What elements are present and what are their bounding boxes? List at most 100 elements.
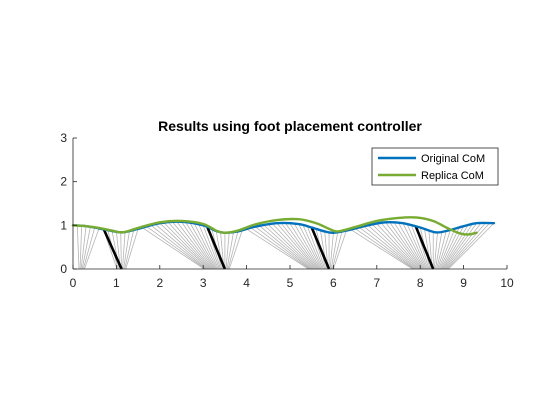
leg-trace	[123, 230, 130, 270]
leg-trace	[443, 222, 477, 270]
legend-box	[371, 147, 499, 186]
leg-trace	[302, 225, 323, 270]
x-tick-label: 1	[113, 276, 120, 290]
leg-trace	[354, 228, 414, 270]
leg-trace	[367, 225, 418, 270]
leg-trace	[376, 223, 420, 270]
leg-trace	[385, 222, 422, 270]
leg-trace	[350, 229, 413, 270]
leg-trace	[359, 227, 416, 270]
stance-leg-4	[414, 226, 435, 270]
leg-trace	[202, 225, 220, 270]
leg-trace	[293, 223, 321, 270]
x-tick-label: 10	[500, 276, 514, 290]
x-tick-label: 6	[330, 276, 337, 290]
leg-trace	[306, 226, 325, 270]
x-tick-label: 2	[156, 276, 163, 290]
x-tick-label: 4	[243, 276, 250, 290]
y-tick-label: 1	[60, 218, 67, 232]
leg-trace	[168, 222, 212, 270]
x-ticks: 0 1 2 3 4 5 6 7 8 9 10	[70, 265, 514, 290]
leg-trace	[281, 223, 318, 270]
leg-trace	[441, 224, 469, 270]
series-line-replica-com	[71, 216, 478, 236]
x-tick-label: 7	[373, 276, 380, 290]
leg-traces	[76, 221, 495, 270]
leg-trace	[434, 231, 443, 270]
leg-trace	[329, 232, 334, 270]
leg-trace	[163, 222, 210, 270]
leg-trace	[398, 222, 425, 270]
leg-trace	[411, 225, 429, 270]
stance-legs	[102, 226, 435, 270]
legend-label-replica-com: Replica CoM	[421, 170, 484, 182]
leg-trace	[285, 223, 319, 270]
leg-trace	[372, 224, 419, 270]
stance-leg-1	[102, 227, 123, 270]
leg-trace	[393, 222, 424, 270]
leg-trace	[84, 228, 100, 270]
leg-trace	[259, 225, 312, 270]
leg-trace	[406, 224, 428, 270]
leg-trace	[380, 222, 421, 270]
leg-trace	[227, 231, 239, 270]
plot-area	[71, 216, 496, 270]
leg-trace	[79, 225, 83, 270]
stance-leg-2	[206, 227, 227, 270]
leg-trace	[155, 223, 208, 270]
leg-trace	[289, 223, 320, 270]
leg-trace	[445, 222, 486, 270]
leg-trace	[389, 222, 423, 270]
leg-trace	[276, 222, 317, 270]
leg-trace	[198, 224, 219, 270]
leg-trace	[448, 222, 495, 270]
leg-trace	[120, 232, 122, 270]
leg-trace	[255, 226, 311, 270]
y-tick-label: 2	[60, 175, 67, 189]
leg-trace	[246, 228, 309, 270]
leg-trace	[146, 226, 206, 270]
leg-trace	[402, 222, 426, 270]
leg-trace	[181, 221, 215, 270]
leg-trace	[159, 222, 209, 270]
leg-trace	[363, 226, 417, 270]
chart-title: Results using foot placement controller	[158, 118, 422, 134]
legend-label-original-com: Original CoM	[421, 153, 485, 165]
leg-trace	[437, 229, 451, 270]
leg-trace	[82, 227, 96, 270]
leg-trace	[80, 226, 87, 270]
leg-trace	[438, 228, 456, 270]
leg-trace	[122, 231, 126, 270]
leg-trace	[433, 232, 438, 270]
leg-trace	[330, 231, 339, 270]
leg-trace	[268, 224, 315, 270]
y-ticks: 0 1 2 3	[60, 131, 77, 276]
legend: Original CoM Replica CoM	[371, 147, 499, 186]
leg-trace	[250, 227, 310, 270]
leg-trace	[439, 227, 460, 270]
leg-trace	[125, 228, 139, 270]
x-tick-label: 5	[287, 276, 294, 290]
x-tick-label: 9	[460, 276, 467, 290]
y-tick-label: 0	[60, 262, 67, 276]
leg-trace	[442, 223, 473, 270]
leg-trace	[444, 222, 482, 270]
leg-trace	[176, 221, 214, 270]
leg-trace	[194, 223, 218, 270]
stance-leg-3	[310, 227, 331, 270]
leg-trace	[81, 226, 91, 270]
leg-trace	[142, 227, 205, 270]
x-tick-label: 0	[70, 276, 77, 290]
leg-trace	[150, 225, 207, 270]
leg-trace	[436, 230, 447, 270]
leg-trace	[225, 232, 230, 270]
leg-trace	[331, 231, 343, 270]
leg-trace	[228, 230, 243, 270]
axes: 0 1 2 3 4 5 6 7 8 9 10 0 1 2 3	[60, 131, 514, 290]
leg-trace	[76, 225, 80, 270]
leg-trace	[298, 223, 322, 270]
x-tick-label: 3	[200, 276, 207, 290]
leg-trace	[333, 230, 347, 270]
